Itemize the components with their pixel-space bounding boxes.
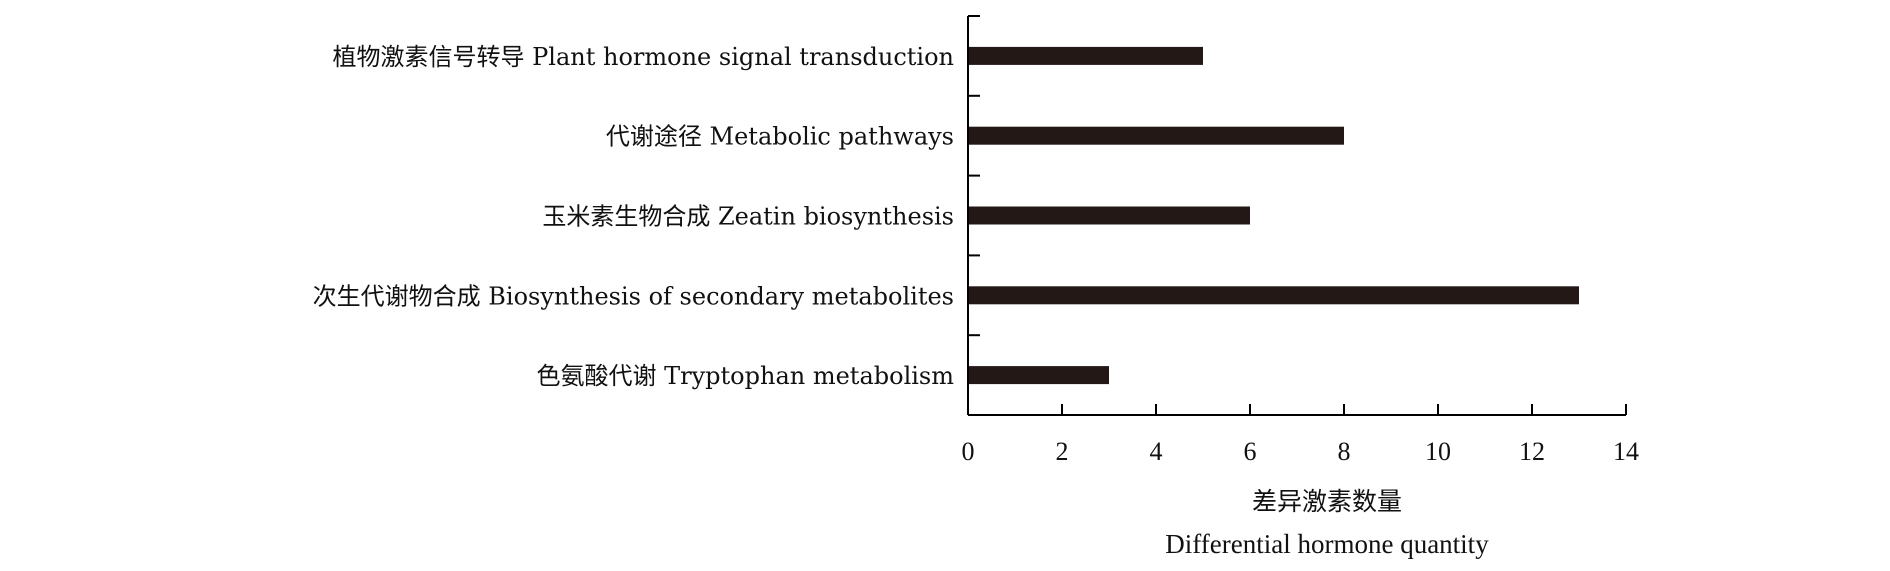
bar — [968, 126, 1344, 145]
x-tick-label: 14 — [1613, 437, 1639, 466]
x-tick-label: 2 — [1056, 437, 1069, 466]
x-axis-title-english: Differential hormone quantity — [1165, 529, 1489, 559]
x-tick-label: 8 — [1338, 437, 1351, 466]
y-ticks — [968, 15, 980, 337]
category-label: 色氨酸代谢 Tryptophan metabolism — [537, 362, 955, 390]
axes-group — [967, 16, 1626, 416]
x-axis-title: 差异激素数量 — [1252, 487, 1402, 516]
bar — [968, 46, 1203, 65]
x-tick-label: 0 — [962, 437, 975, 466]
category-label: 次生代谢物合成 Biosynthesis of secondary metabo… — [313, 282, 954, 310]
bar — [968, 206, 1250, 225]
bar — [968, 366, 1109, 385]
bars-group — [968, 46, 1579, 385]
bar — [968, 286, 1579, 305]
x-tick-label: 12 — [1519, 437, 1545, 466]
x-tick-label: 6 — [1244, 437, 1257, 466]
x-tick-label: 4 — [1150, 437, 1163, 466]
category-labels: 植物激素信号转导 Plant hormone signal transducti… — [313, 43, 955, 390]
category-label: 玉米素生物合成 Zeatin biosynthesis — [542, 203, 954, 231]
x-tick-label: 10 — [1425, 437, 1451, 466]
category-label: 植物激素信号转导 Plant hormone signal transducti… — [333, 43, 954, 71]
x-ticks: 0 2 4 6 8 10 12 14 — [962, 404, 1639, 466]
category-label: 代谢途径 Metabolic pathways — [606, 123, 954, 151]
